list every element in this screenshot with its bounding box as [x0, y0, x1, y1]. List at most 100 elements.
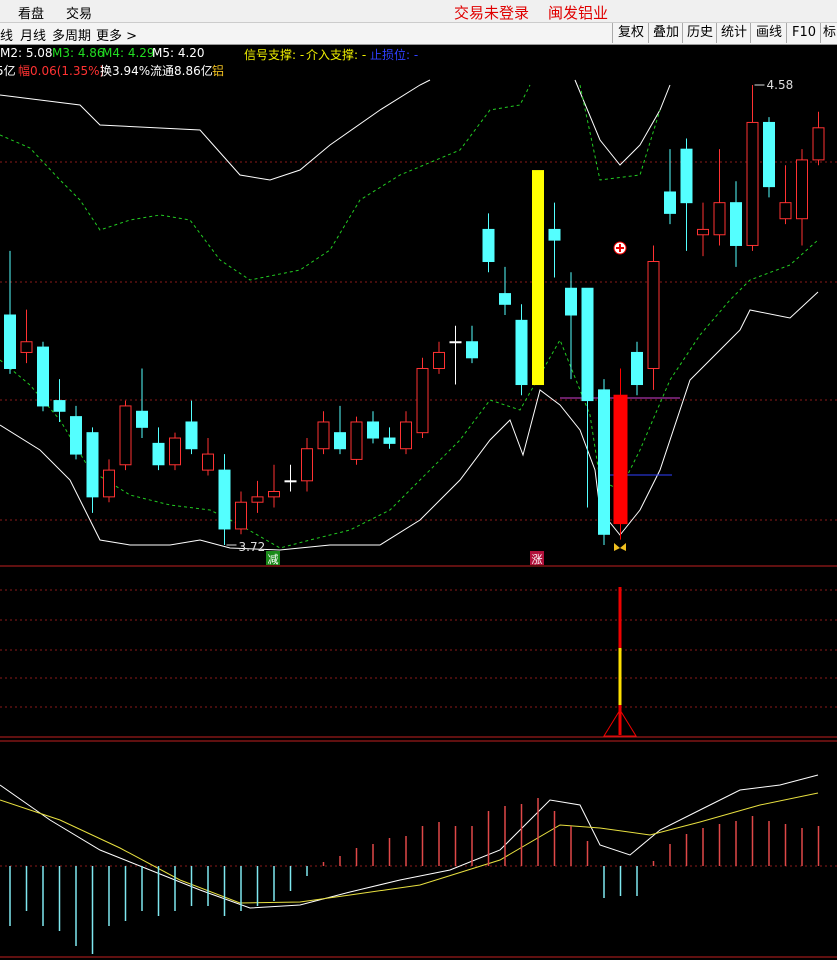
login-status[interactable]: 交易未登录 [454, 4, 530, 22]
tool-button[interactable]: 叠加 [648, 23, 683, 43]
candle-body [301, 448, 313, 482]
triangle-marker [603, 709, 637, 737]
candle-body [86, 432, 99, 498]
candle-body [350, 421, 363, 460]
stop-label: 止损位: - [370, 48, 419, 62]
tool-button[interactable]: 复权 [612, 23, 649, 43]
candle-body [631, 351, 643, 386]
candle-body [532, 170, 544, 386]
tab[interactable]: 月线 [20, 29, 47, 44]
candle-body [20, 341, 33, 353]
stock-name: 闽发铝业 [548, 4, 609, 22]
tool-button[interactable]: F10 [786, 23, 821, 43]
marker-box [266, 551, 280, 565]
candle-body [647, 261, 660, 369]
candle-body [812, 127, 825, 161]
tool-button[interactable]: 历史 [682, 23, 717, 43]
candle-body [416, 367, 429, 434]
candle-body [746, 121, 759, 246]
candle-body [613, 394, 628, 525]
candle-body [763, 121, 775, 188]
candle-body [251, 496, 264, 503]
candle-body [548, 228, 561, 241]
candle-body [499, 293, 511, 305]
candle-body [400, 421, 412, 450]
float-label: 流通8.86亿 [150, 64, 213, 78]
dea-line [0, 792, 819, 904]
lower-band [0, 291, 819, 551]
candle-body [598, 389, 610, 535]
tab[interactable]: 多周期 [52, 29, 92, 44]
candle-body [697, 228, 709, 236]
change-label: 幅0.06(1.35%) [18, 64, 105, 78]
grid [0, 161, 837, 867]
lower-dashed [0, 239, 819, 549]
candle-body [779, 202, 792, 220]
candle-body [119, 405, 132, 466]
upper-band [574, 79, 671, 166]
candle-body [235, 501, 247, 530]
entry-label: 介入支撑: - [306, 48, 367, 62]
upper-dashed [0, 84, 531, 281]
candle-body [433, 351, 445, 369]
ma-label: M3: 4.86 [52, 46, 105, 60]
candle-body [284, 480, 297, 483]
candle-body [268, 491, 280, 498]
tab[interactable]: 更多 > [96, 29, 138, 44]
candle-body [202, 453, 214, 471]
candle-body [482, 228, 495, 263]
menu-item[interactable]: 交易 [66, 7, 93, 22]
candle-body [37, 346, 49, 407]
candle-body [565, 287, 577, 316]
candle-body [466, 341, 478, 359]
candle-body [581, 287, 594, 402]
ma-label: M4: 4.29 [102, 46, 155, 60]
candle-body [713, 202, 726, 236]
upper-dashed [579, 84, 661, 181]
top-bar: 看盘 交易 交易未登录 闽发铝业 [0, 0, 837, 23]
candle-body [449, 341, 462, 344]
signal-label: 信号支撑: - [244, 48, 305, 62]
candle-body [169, 437, 181, 466]
candle-body [383, 437, 396, 444]
ma-label: M5: 4.20 [152, 46, 205, 60]
candle-body [317, 421, 330, 450]
candle-body [730, 202, 742, 246]
butterfly-icon [614, 543, 626, 551]
candle-body [53, 400, 66, 412]
high-label: 4.58 [767, 78, 794, 92]
upper-band [0, 79, 431, 181]
dif-line [0, 774, 819, 909]
sector-label: 铝 [212, 64, 225, 78]
ma-label: M2: 5.08 [0, 46, 53, 60]
marker-label: 减 [268, 553, 279, 566]
tab[interactable]: 线 [0, 29, 14, 44]
menu-item[interactable]: 看盘 [18, 7, 45, 22]
tool-button[interactable]: 画线 [750, 23, 787, 43]
low-label: 3.72 [239, 540, 266, 554]
candle-body [70, 416, 82, 455]
candle-body [367, 421, 379, 439]
candle-body [664, 191, 676, 214]
indicator-lines [0, 79, 819, 909]
candle-body [136, 410, 148, 428]
candle-body [152, 442, 165, 466]
candle-body [218, 469, 231, 530]
candle-body [185, 421, 198, 450]
tool-button[interactable]: 统计 [716, 23, 751, 43]
candle-body [796, 159, 808, 220]
candle-body [4, 314, 16, 369]
marker-label: 涨 [532, 553, 543, 566]
tab-row: 线 月线 多周期 更多 > 复权 叠加 历史 统计 画线 F10 标 [0, 23, 837, 45]
marker-box [530, 551, 544, 565]
candle-body [334, 432, 346, 450]
turnover-label: 换3.94% [100, 64, 151, 78]
add-icon-cross [616, 244, 624, 252]
candle-body [680, 148, 693, 204]
amount-label: 5亿 [0, 64, 16, 78]
candle-body [515, 319, 528, 386]
candle-body [103, 469, 115, 498]
tool-button[interactable]: 标 [820, 23, 837, 43]
